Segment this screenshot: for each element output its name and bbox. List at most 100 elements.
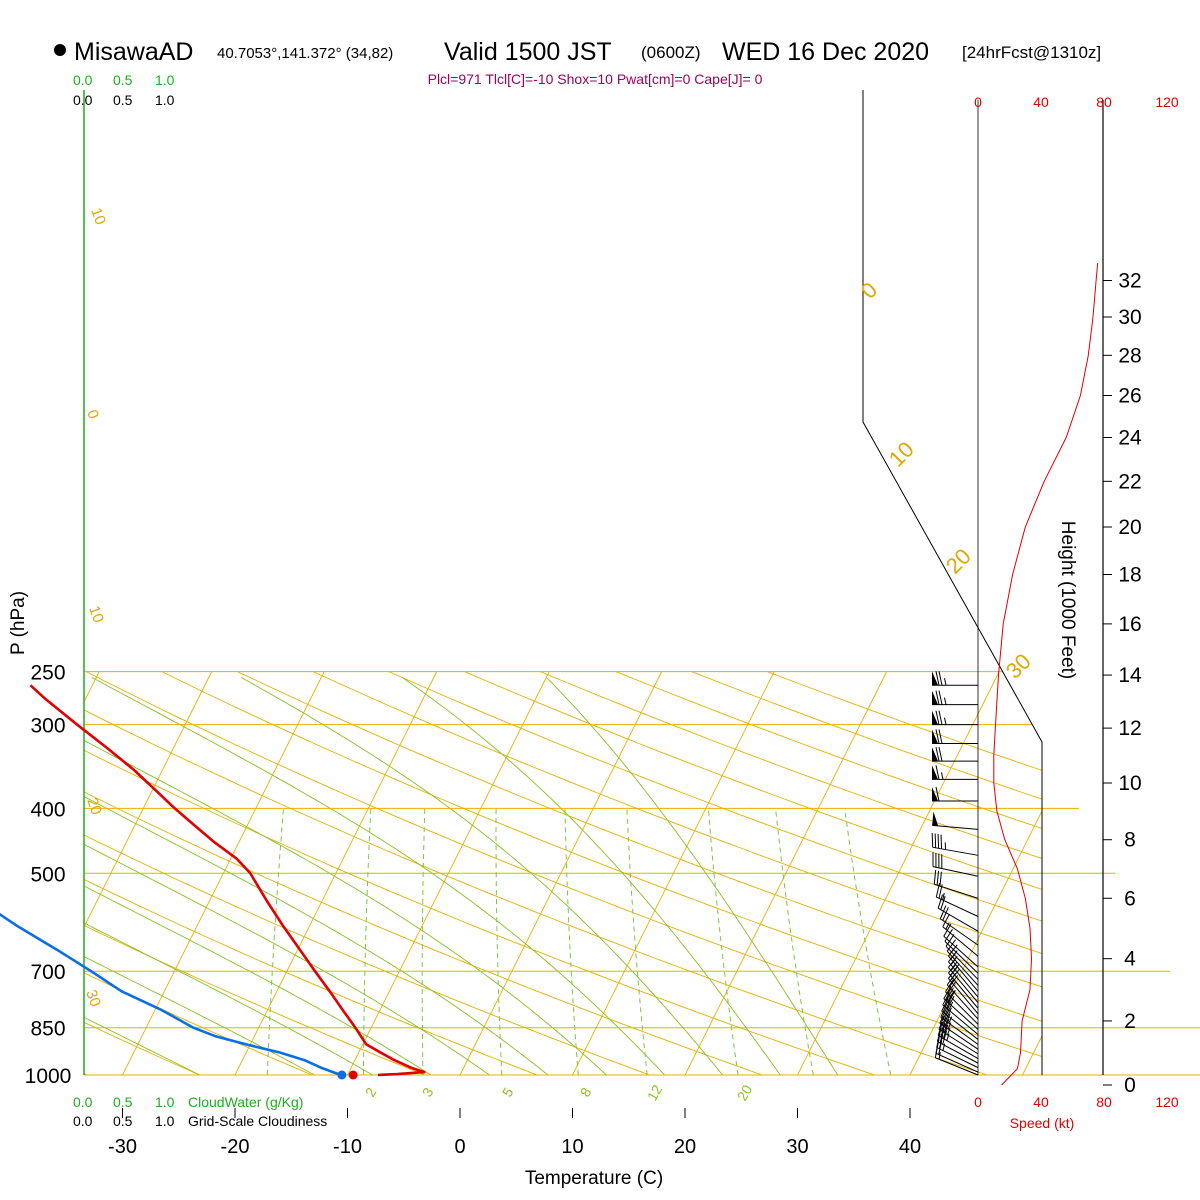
mixing-ratio-label: 12 [644,1082,666,1104]
isopleth-label: 0 [856,277,882,303]
dry-adiabat-line [84,671,988,1075]
mixing-ratio-line [775,808,814,1075]
pressure-tick-label: 1000 [25,1065,72,1088]
speed-tick-top: 40 [1033,94,1049,110]
wind-barb [937,894,979,932]
cloudwater-label: CloudWater (g/Kg) [188,1094,303,1110]
mixing-ratio-line [844,808,892,1075]
height-tick-label: 24 [1118,426,1142,449]
dry-adiabat-line [691,671,1042,1075]
mixing-ratio-label: 3 [419,1085,437,1100]
wind-barb [932,729,978,744]
dry-adiabat-line [237,671,1042,1075]
height-tick-label: 32 [1118,270,1141,293]
dry-adiabat-label: 10 [85,604,107,625]
speed-tick-bottom: 0 [974,1094,982,1110]
speed-tick-bottom: 120 [1155,1094,1179,1110]
cloudiness-scale-top-2: 1.0 [155,92,175,108]
cloudiness-scale-bottom-2: 1.0 [155,1113,175,1129]
height-tick-label: 4 [1124,948,1136,971]
speed-tick-top: 0 [974,94,982,110]
wind-barb [932,765,978,780]
height-tick-label: 2 [1124,1010,1136,1033]
wind-barb [939,905,979,946]
pressure-tick-label: 400 [30,798,65,821]
plot-right-border [862,90,1043,1075]
cloudiness-scale-top-1: 0.5 [113,92,133,108]
mixing-ratio-line [707,808,739,1075]
pressure-axis-title: P (hPa) [8,591,29,655]
wind-barb [932,811,979,830]
height-tick-label: 0 [1124,1074,1136,1097]
wind-barb [932,746,978,762]
moist-adiabat-line [84,677,397,1075]
cloudwater-scale-bottom-1: 0.5 [113,1094,133,1110]
speed-tick-bottom: 40 [1033,1094,1049,1110]
moist-adiabat-line [84,677,566,1075]
wind-barb [932,690,978,706]
dry-adiabat-line [388,671,1042,1075]
sounding-profiles [0,684,426,1080]
temperature-tick-label: 10 [561,1136,583,1158]
temperature-profile [29,684,426,1077]
dry-adiabat-line [84,671,425,1075]
temperature-tick-label: 40 [899,1136,921,1158]
moist-adiabat-line [401,677,791,1075]
moist-adiabat-line [91,677,679,1075]
temperature-tick-label: -30 [108,1136,137,1158]
pressure-tick-label: 500 [30,863,65,886]
moist-adiabat-line [240,677,735,1075]
wind-barb [932,710,978,726]
mixing-ratio-label: 20 [734,1082,756,1104]
mixing-ratio-line [564,808,579,1075]
dry-adiabat-label: 20 [83,796,105,817]
height-tick-label: 14 [1118,664,1142,687]
isobar-lines [84,671,1200,1076]
height-tick-label: 26 [1118,384,1141,407]
height-axis-title: Height (1000 Feet) [1057,521,1078,679]
cloudwater-scale-top-0: 0.0 [73,72,93,88]
cloudwater-scale-top-1: 0.5 [113,72,133,88]
cloudwater-scale-top-2: 1.0 [155,72,175,88]
height-tick-label: 6 [1124,887,1136,910]
moist-adiabat-line [84,677,623,1075]
valid-utc: (0600Z) [641,43,701,62]
wind-barb [932,786,978,802]
wind-speed-line [993,262,1099,1086]
height-tick-label: 10 [1118,772,1141,795]
dry-adiabat-line [312,671,1042,1075]
wind-barb [932,852,979,877]
temperature-axis-title: Temperature (C) [525,1168,663,1189]
wind-barb [933,869,979,899]
dry-adiabat-line [84,671,200,1075]
surface-dewpoint-marker [337,1070,347,1080]
pressure-tick-label: 250 [30,662,65,685]
mixing-ratio-line [626,808,648,1075]
forecast-info: [24hrFcst@1310z] [962,43,1101,62]
dry-adiabat-line [84,671,538,1075]
wind-barb [937,1021,979,1059]
wind-barb [931,832,979,856]
height-tick-label: 16 [1118,613,1141,636]
cloudiness-scale-bottom-1: 0.5 [113,1113,133,1129]
pressure-tick-label: 850 [30,1018,65,1041]
temperature-tick-label: 0 [454,1136,465,1158]
moist-adiabat-line [84,677,454,1075]
wind-barb [948,955,979,1004]
temperature-tick-label: -20 [221,1136,250,1158]
cloudiness-label: Grid-Scale Cloudiness [188,1113,327,1129]
station-location: 40.7053°,141.372° (34,82) [217,45,393,62]
pressure-tick-label: 700 [30,961,65,984]
wind-barb [935,882,979,917]
dry-adiabat-line [464,671,1042,1075]
moist-adiabat-line [84,677,229,1075]
cloudwater-scale-bottom-2: 1.0 [155,1094,175,1110]
moist-adiabat-line [84,677,510,1075]
dry-adiabat-line [84,671,313,1075]
temperature-tick-label: 20 [674,1136,696,1158]
wind-barb [942,913,979,957]
wind-barb [934,1043,979,1076]
dry-adiabat-line [84,671,875,1075]
plot-frame [83,90,1104,1075]
height-tick-label: 22 [1118,470,1141,493]
